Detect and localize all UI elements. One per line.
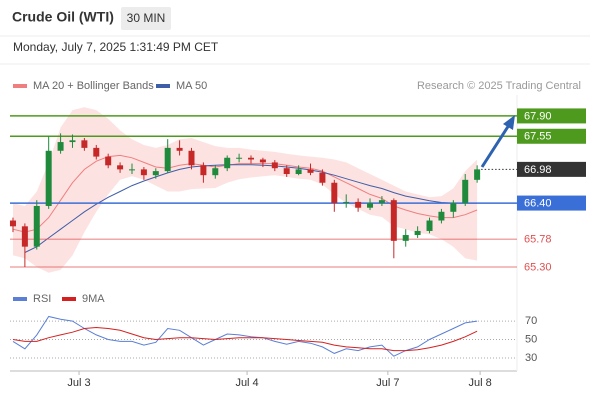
legend-label: MA 20 + Bollinger Bands (33, 80, 154, 92)
level-label-box (517, 195, 586, 211)
timestamp: Monday, July 7, 2025 1:31:49 PM CET (13, 40, 219, 54)
level-label-box (517, 161, 586, 177)
level-label-box (517, 128, 586, 144)
candle-body (450, 203, 457, 212)
candle-body (117, 165, 124, 170)
rsi-line (12, 326, 478, 352)
y-tick-label: 30 (525, 352, 537, 364)
candle-body (367, 203, 374, 208)
candle-body (378, 200, 385, 204)
legend-label: MA 50 (176, 80, 207, 92)
x-tick-label: Jul 4 (235, 377, 258, 389)
candle-body (307, 169, 314, 173)
candle-body (81, 140, 88, 148)
moving-average (24, 164, 478, 253)
rsi-line (12, 315, 478, 357)
candle-body (259, 159, 266, 163)
y-tick-label: 70 (525, 315, 537, 327)
candle-body (343, 201, 350, 204)
candle-body (319, 172, 326, 183)
timeframe: 30 MIN (127, 11, 166, 25)
level-label: 66.40 (524, 197, 552, 209)
candle-body (152, 171, 159, 176)
y-tick-label: 50 (525, 333, 537, 345)
candle-body (295, 169, 302, 175)
credit: Research © 2025 Trading Central (417, 80, 581, 92)
legend-swatch (13, 297, 27, 301)
candle-body (105, 156, 112, 166)
candle-body (402, 235, 409, 241)
legend-swatch (62, 297, 76, 301)
candle-body (248, 157, 255, 160)
legend-swatch (13, 84, 27, 88)
candle-body (200, 165, 207, 176)
x-tick-label: Jul 3 (67, 377, 90, 389)
candle-body (414, 230, 421, 236)
level-label: 67.90 (524, 110, 552, 122)
legend-label: 9MA (82, 293, 105, 305)
candle-body (188, 150, 195, 166)
timeframe-box (121, 7, 171, 30)
legend-swatch (156, 84, 170, 88)
candle-body (140, 169, 147, 176)
candle-body (271, 162, 278, 169)
candle-body (331, 182, 338, 204)
candle-body (164, 147, 171, 172)
candle-body (283, 168, 290, 175)
candle-body (93, 147, 100, 157)
candle-body (224, 157, 231, 169)
candle-body (9, 220, 16, 227)
level-label: 65.78 (524, 234, 552, 246)
level-label-box (517, 108, 586, 124)
candle-body (390, 200, 397, 241)
candle-body (176, 147, 183, 151)
candle-body (438, 211, 445, 221)
legend-label: RSI (33, 293, 51, 305)
x-tick-label: Jul 7 (376, 377, 399, 389)
level-label: 65.30 (524, 261, 552, 273)
candle-body (355, 201, 362, 208)
candle-body (474, 169, 481, 180)
bollinger-band (13, 107, 478, 273)
candle-body (426, 220, 433, 231)
x-tick-label: Jul 8 (468, 377, 491, 389)
level-label: 67.55 (524, 131, 552, 143)
candle-body (128, 169, 135, 171)
forecast-arrow (480, 115, 515, 168)
level-label: 66.98 (524, 164, 552, 176)
candle-body (462, 179, 469, 204)
candle-body (236, 157, 243, 159)
candle-body (69, 140, 76, 143)
candle-body (33, 205, 40, 247)
moving-average (12, 154, 478, 233)
candle-body (45, 150, 52, 206)
candle-body (21, 226, 28, 247)
candle-body (57, 142, 64, 151)
candle-body (212, 168, 219, 176)
chart-title: Crude Oil (WTI) (12, 9, 114, 25)
